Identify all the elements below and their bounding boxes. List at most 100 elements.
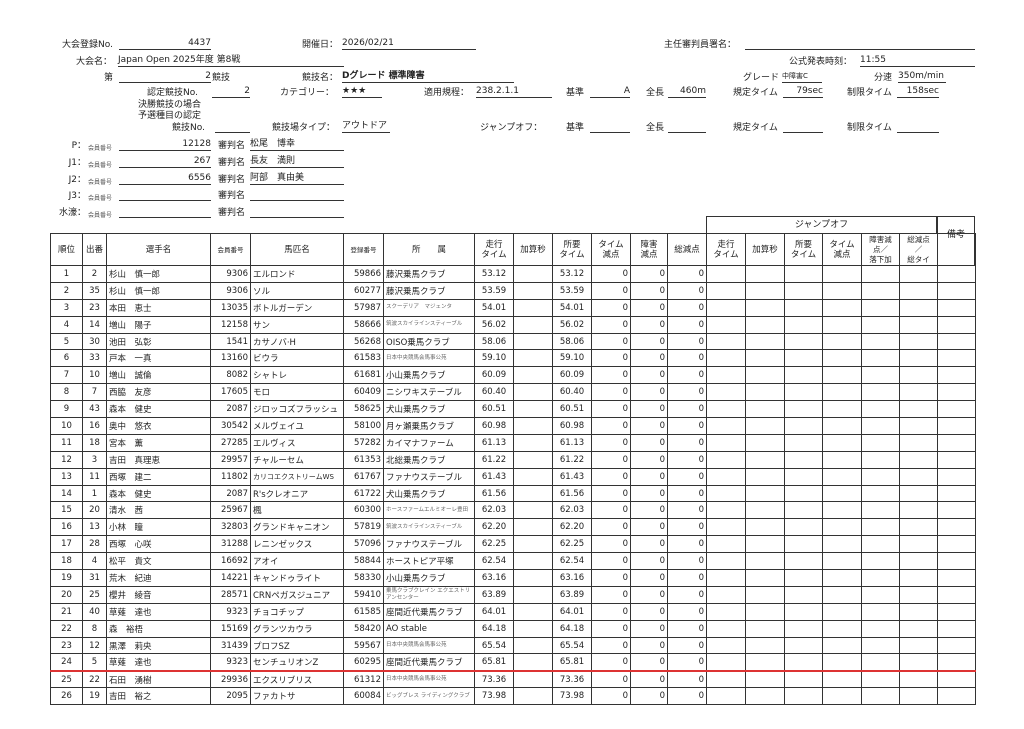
table-cell: 0 [630,265,668,283]
table-cell [784,636,823,655]
table-cell [899,585,938,604]
table-cell: 13 [82,518,107,537]
judge-name-label: 審判名 [218,208,246,219]
final-label-1: 決勝競技の場合 [138,100,202,110]
table-cell: 1541 [210,332,251,351]
table-cell [513,501,553,520]
table-cell: 4 [82,552,107,571]
final-label-2: 予選種目の認定 [138,111,202,121]
table-cell [513,670,553,689]
table-cell [937,670,976,689]
table-cell: プロフSZ [250,636,344,655]
table-cell: 13035 [210,298,251,317]
table-cell [861,484,900,503]
table-cell: 73.98 [552,687,592,706]
table-cell: 犬山乗馬クラブ [383,400,475,419]
table-cell [861,602,900,621]
table-cell [513,298,553,317]
table-cell: 22 [82,670,107,689]
table-cell [706,670,746,689]
table-row: 17 28 西塚 心咲 31288 レニンゼックス 57096 ファナウステーブル 62.25… [50,535,976,554]
grade: 中障害C [782,71,822,83]
table-cell [861,349,900,368]
table-cell [861,636,900,655]
table-cell [706,602,746,621]
table-cell [513,535,553,554]
table-cell [513,552,553,571]
table-cell: 61353 [343,450,384,469]
table-cell: 0 [630,281,668,300]
judge-name-label: 審判名 [218,174,246,185]
comp-name-label: 競技名： [302,73,339,83]
judge-member-no [119,206,211,219]
table-cell [784,265,823,283]
table-cell: 0 [591,383,631,402]
table-cell: 0 [667,349,707,368]
table-cell [513,315,553,334]
table-cell [822,332,862,351]
table-cell: 54.01 [552,298,592,317]
table-cell: ジロッコズフラッシュ [250,400,344,419]
table-cell [899,653,938,672]
table-row: 19 31 荒木 紀迪 14221 キャンドゥライト 58330 小山乗馬クラブ 63.16 6… [50,569,976,587]
table-cell: 西脇 友彦 [106,383,211,402]
table-cell: 0 [630,653,668,672]
table-row: 12 3 吉田 真理恵 29957 チャルーセム 61353 北総乗馬クラブ 61.22 61.… [50,450,976,469]
table-cell [706,619,746,638]
table-cell [937,417,976,435]
table-cell [513,467,553,486]
table-cell: ファナウステーブル [383,467,475,486]
table-cell: 小山乗馬クラブ [383,569,475,587]
table-cell: 0 [630,349,668,368]
judge-name-label: 審判名 [218,141,246,151]
table-cell [937,535,976,554]
table-cell [937,484,976,503]
table-cell [861,400,900,419]
table-cell [899,619,938,638]
table-cell [784,383,823,402]
table-cell: 9 [50,400,83,419]
table-row: 8 7 西脇 友彦 17605 モロ 60409 ニシワキステーブル 60.40 60.40 0 0… [50,383,976,402]
table-cell [937,602,976,621]
column-header: 総減点 ／ 総タイ [899,233,938,266]
table-cell [513,349,553,368]
column-header: 所要 タイム [552,233,592,266]
table-cell: 4 [50,315,83,334]
table-row: 23 12 黒澤 莉央 31439 プロフSZ 59567 日本中央競馬会馬事公苑 65.54… [50,636,976,655]
column-header: 障害減 点／ 落下加 [861,233,900,266]
table-cell [706,687,746,706]
table-row: 18 4 松平 貴文 16692 アオイ 58844 ホーストピア平塚 62.54 62.54 0… [50,552,976,571]
table-cell [745,585,785,604]
table-cell: 61312 [343,670,384,689]
table-cell: 61.22 [474,450,514,469]
table-cell [937,518,976,537]
table-cell [899,467,938,486]
table-cell [706,298,746,317]
table-cell: 池田 弘彰 [106,332,211,351]
table-cell [861,433,900,452]
judge-member-no [119,189,211,202]
table-cell [822,417,862,435]
table-cell [706,552,746,571]
table-cell [784,315,823,334]
column-header: 加算秒 [745,233,785,266]
table-cell: 宮本 薫 [106,433,211,452]
table-cell: 0 [667,501,707,520]
table-cell [899,552,938,571]
table-cell: 61.13 [552,433,592,452]
table-cell: 16 [82,417,107,435]
table-cell: 0 [667,585,707,604]
table-cell: 清水 茜 [106,501,211,520]
table-cell: 59410 [343,585,384,604]
table-cell: 53.59 [474,281,514,300]
table-cell: 60300 [343,501,384,520]
table-cell: カリコエクストリームWS [250,467,344,486]
table-cell: 28571 [210,585,251,604]
table-cell: チャルーセム [250,450,344,469]
table-cell [745,552,785,571]
grade-label: グレード [743,73,780,83]
table-row: 26 19 吉田 裕之 2095 ファカトサ 60084 ビッグブレス ライディングクラブ 7… [50,687,976,706]
table-cell: 黒澤 莉央 [106,636,211,655]
table-cell: 0 [630,585,668,604]
table-cell: 3 [50,298,83,317]
